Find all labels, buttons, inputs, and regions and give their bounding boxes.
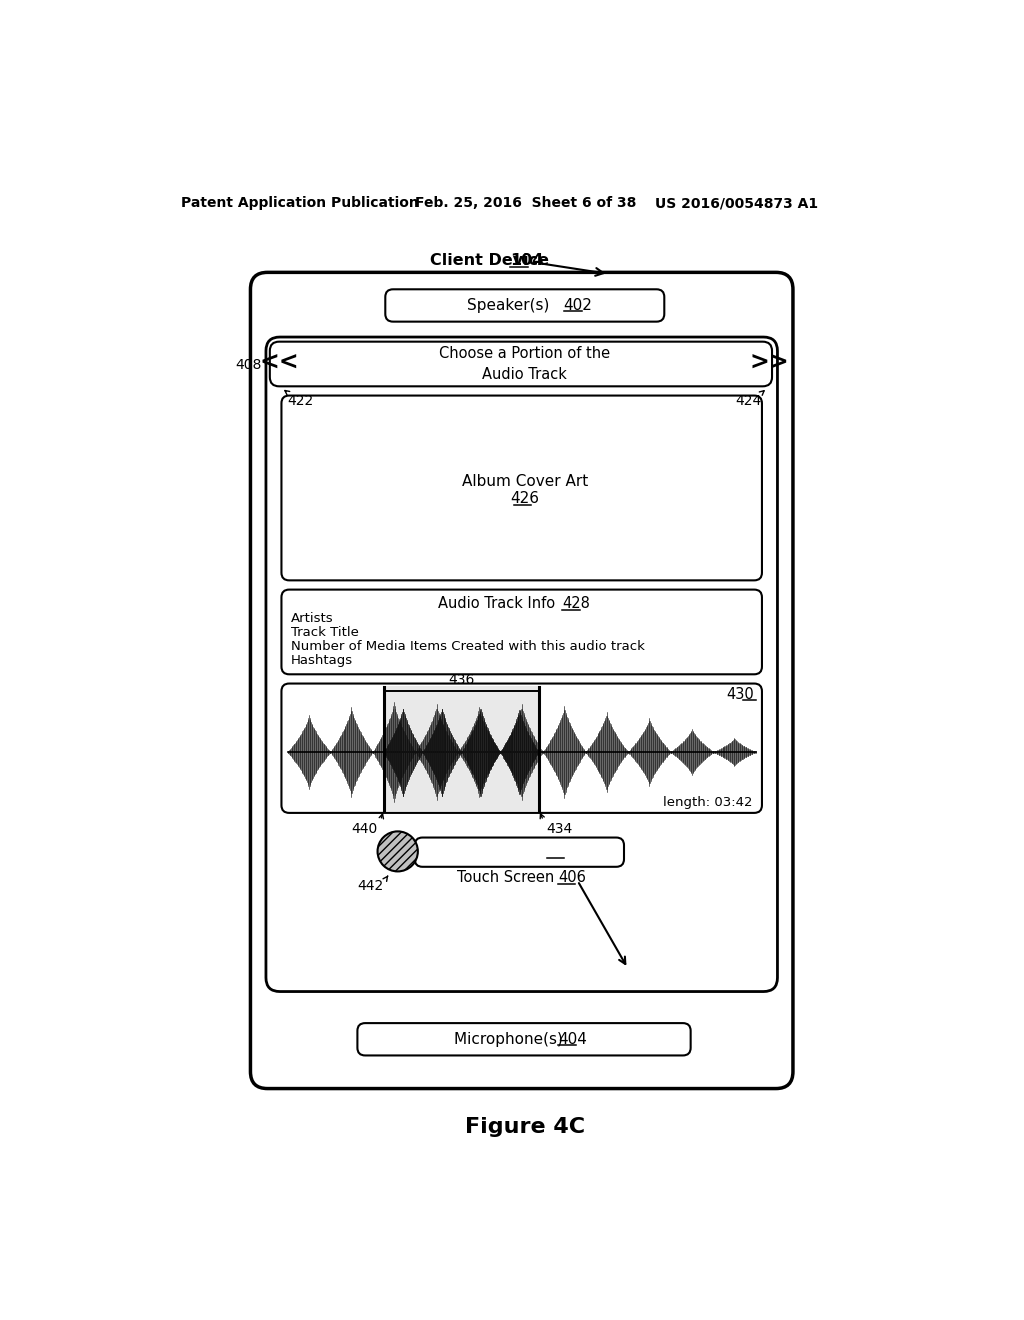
Text: Hashtags: Hashtags: [291, 653, 353, 667]
Text: Patent Application Publication: Patent Application Publication: [180, 197, 419, 210]
FancyBboxPatch shape: [266, 337, 777, 991]
Text: Feb. 25, 2016  Sheet 6 of 38: Feb. 25, 2016 Sheet 6 of 38: [415, 197, 636, 210]
FancyBboxPatch shape: [270, 342, 772, 387]
Text: 408: 408: [234, 358, 261, 372]
Text: Track Title: Track Title: [291, 626, 358, 639]
Text: Microphone(s): Microphone(s): [454, 1032, 567, 1047]
Ellipse shape: [378, 832, 418, 871]
Text: Figure 4C: Figure 4C: [465, 1117, 585, 1137]
Text: US 2016/0054873 A1: US 2016/0054873 A1: [655, 197, 818, 210]
Text: 404: 404: [558, 1032, 587, 1047]
Text: Continue: Continue: [469, 845, 542, 859]
FancyBboxPatch shape: [385, 289, 665, 322]
Text: 104: 104: [510, 253, 544, 268]
Text: Artists: Artists: [291, 612, 334, 626]
Text: Number of Media Items Created with this audio track: Number of Media Items Created with this …: [291, 640, 645, 653]
Text: Client Device: Client Device: [430, 253, 555, 268]
Text: Audio Track Info: Audio Track Info: [437, 595, 559, 611]
Text: Touch Screen: Touch Screen: [457, 870, 559, 886]
Text: 440: 440: [351, 822, 378, 836]
Text: Album Cover Art: Album Cover Art: [462, 474, 588, 490]
Bar: [384, 686, 539, 810]
Text: 406: 406: [558, 870, 586, 886]
Text: length: 03:42: length: 03:42: [664, 796, 753, 809]
FancyBboxPatch shape: [282, 590, 762, 675]
FancyBboxPatch shape: [357, 1023, 690, 1056]
FancyBboxPatch shape: [415, 837, 624, 867]
Text: 424: 424: [735, 395, 762, 408]
Text: <<: <<: [259, 350, 299, 375]
Text: 430: 430: [726, 686, 755, 702]
Text: 428: 428: [562, 595, 590, 611]
Text: Choose a Portion of the
Audio Track: Choose a Portion of the Audio Track: [439, 346, 610, 381]
Text: 442: 442: [357, 879, 384, 894]
FancyBboxPatch shape: [251, 272, 793, 1089]
Text: 436: 436: [449, 673, 474, 686]
Text: >>: >>: [750, 350, 790, 375]
Text: 402: 402: [563, 298, 593, 313]
FancyBboxPatch shape: [282, 684, 762, 813]
FancyBboxPatch shape: [282, 396, 762, 581]
Text: 432: 432: [547, 845, 577, 859]
Text: 422: 422: [287, 395, 313, 408]
Text: 426: 426: [510, 491, 540, 507]
Text: Speaker(s): Speaker(s): [467, 298, 554, 313]
Text: 434: 434: [547, 822, 572, 836]
